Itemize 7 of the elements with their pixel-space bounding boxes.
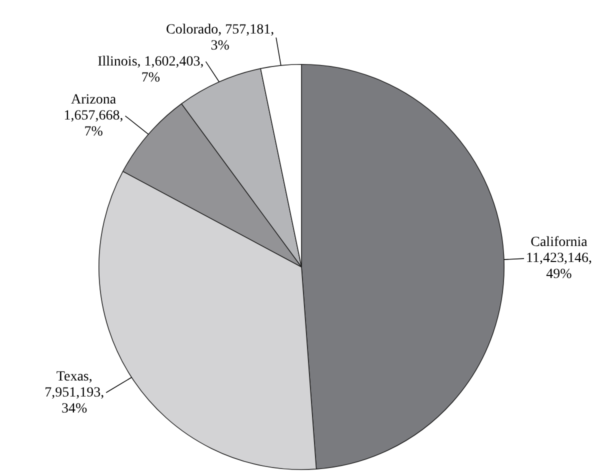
slice-label: California [530,235,588,250]
slice-label: Texas, 7,951,193, 34% [44,369,104,416]
slice-label: Arizona [70,92,117,108]
data-label: 11,423,146, 49% [526,251,592,282]
slice-label: Illinois, 1,602,403, 7% [98,54,204,86]
slice-label: Colorado, 757,181, 3% [166,22,274,54]
data-label: 1,657,668, 7% [64,108,124,140]
